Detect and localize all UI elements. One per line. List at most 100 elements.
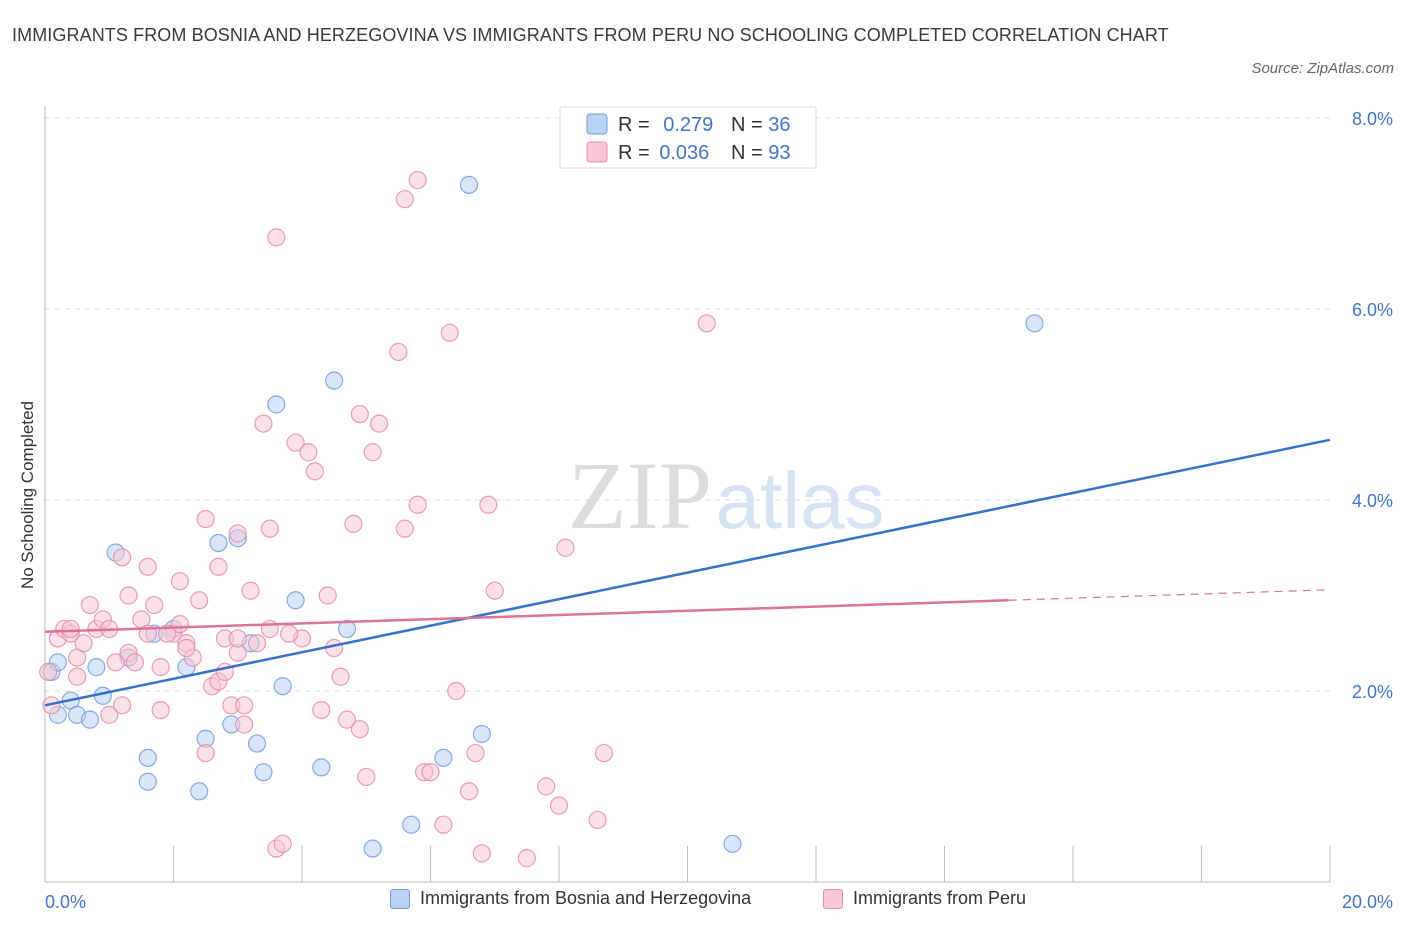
pink-point [337,710,357,729]
pink-point [247,634,267,653]
pink-point [434,815,453,834]
pink-trend-extension [1008,589,1331,601]
blue-point [1025,314,1044,333]
pink-point [395,519,414,538]
pink-point [588,810,607,830]
pink-point [80,595,100,615]
blue-point [472,724,491,744]
blue-point [138,748,157,767]
pink-point [344,514,363,533]
pink-point [151,658,170,677]
pink-point [395,190,414,209]
pink-point [697,314,716,333]
pink-point [517,849,536,868]
blue-point [434,748,453,767]
pink-point [267,228,286,247]
pink-point [125,653,145,672]
pink-point [370,414,389,433]
legend-r-label-blue: R = [618,114,655,136]
y-tick-label: 8.0% [1352,109,1393,129]
svg-text:N = 36: N = 36 [731,114,791,136]
legend-n-label-blue: N = [731,114,768,136]
legend: R = 0.279 N = 36 R = 0.036 N = 93 [559,106,817,169]
blue-point [723,834,742,853]
bottom-legend-label-blue: Immigrants from Bosnia and Herzegovina [420,888,752,908]
bottom-legend-item-blue: Immigrants from Bosnia and Herzegovina [390,888,751,909]
data-points [39,170,1044,868]
pink-point [68,667,87,686]
svg-text:N = 93: N = 93 [731,142,791,164]
pink-point [447,681,466,701]
pink-point [350,404,369,424]
axes: 2.0% 4.0% 6.0% 8.0% 0.0% 20.0% [44,106,1393,912]
pink-point [260,619,279,639]
pink-point [112,696,132,715]
bottom-legend-label-pink: Immigrants from Peru [853,888,1027,908]
pink-point [594,743,614,763]
pink-point [112,548,132,567]
legend-r-value-pink: 0.036 [659,142,709,164]
pink-point [472,844,491,863]
pink-point [549,796,569,815]
pink-point [138,557,157,576]
pink-point [357,767,376,787]
pink-point [254,414,273,433]
pink-point [363,443,382,462]
pink-point [318,586,337,605]
blue-point [402,815,421,834]
blue-point [247,734,267,753]
grid-lines [45,117,1330,692]
pink-point [157,624,177,643]
y-tick-label: 6.0% [1352,300,1393,320]
blue-point [209,533,228,553]
pink-point [241,581,260,600]
pink-point [350,720,369,739]
trend-lines [44,438,1331,707]
pink-point [305,462,324,481]
pink-point [408,495,427,514]
pink-point [196,509,215,529]
pink-point [39,662,58,682]
pink-point [151,700,170,720]
pink-point [74,634,93,653]
pink-point [459,782,479,801]
watermark-zip: ZIP [568,442,712,549]
svg-text:R = 0.279: R = 0.279 [618,114,713,136]
blue-point [87,658,106,677]
pink-point [260,519,279,538]
bottom-legend-swatch-pink [823,888,843,909]
blue-point [138,772,157,791]
legend-n-value-pink: 93 [768,142,790,164]
legend-r-label-pink: R = [618,142,655,164]
legend-n-label-pink: N = [731,142,768,164]
pink-point [280,624,299,643]
y-tick-label: 4.0% [1352,491,1393,511]
pink-point [537,777,556,796]
pink-point [177,638,196,658]
pink-point [408,170,427,190]
x-tick-label: 20.0% [1342,892,1393,912]
x-tick-label: 0.0% [45,892,86,912]
blue-point [337,619,357,639]
pink-point [485,581,504,600]
blue-point [267,395,286,414]
pink-point [196,743,215,763]
bottom-legend-swatch-blue [390,888,410,909]
y-axis-label: No Schooling Completed [18,401,37,589]
legend-n-value-blue: 36 [768,114,790,136]
pink-point [389,342,408,362]
pink-point [286,433,305,452]
blue-point [273,677,292,696]
chart-title: IMMIGRANTS FROM BOSNIA AND HERZEGOVINA V… [12,25,1169,45]
pink-point [235,696,254,715]
pink-trend-line [44,599,1009,634]
pink-point [273,834,292,853]
blue-point [325,371,344,390]
pink-point [331,667,350,686]
pink-point [61,619,80,639]
svg-text:R = 0.036: R = 0.036 [618,142,709,164]
blue-point [254,763,273,782]
legend-swatch-blue [586,113,608,135]
pink-point [556,538,575,557]
